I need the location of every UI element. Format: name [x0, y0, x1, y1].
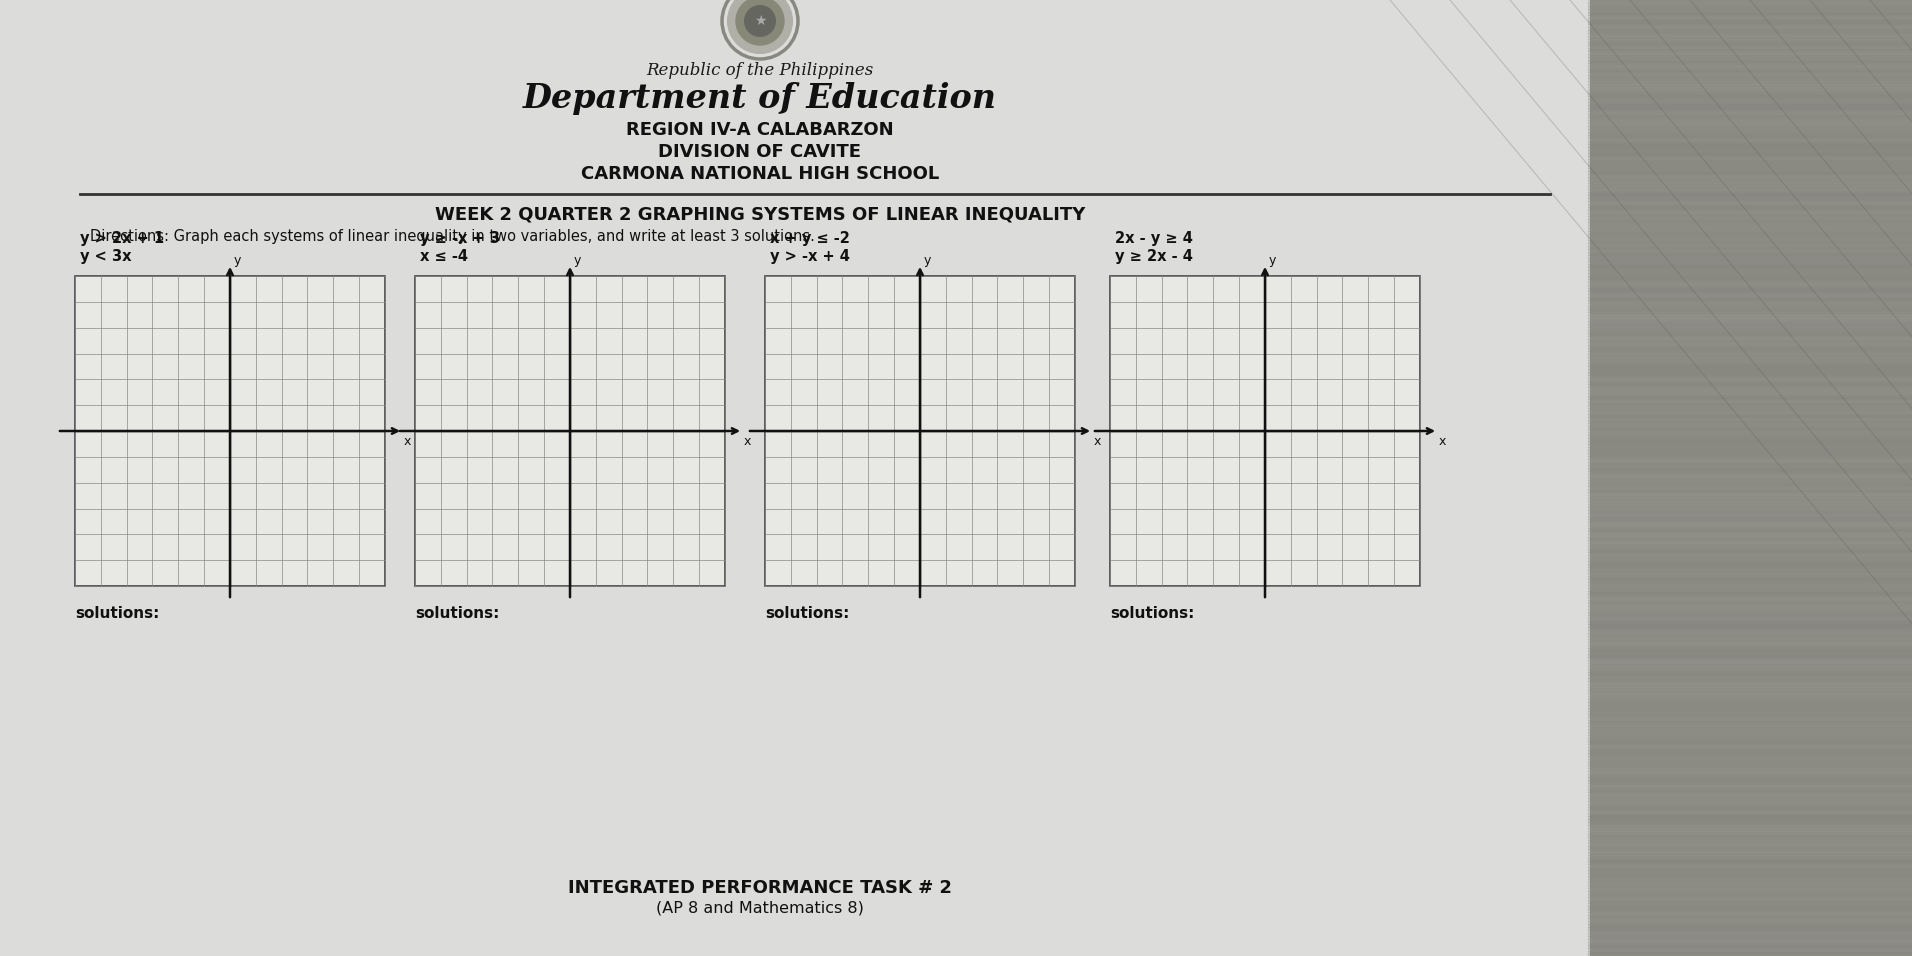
- Circle shape: [736, 0, 784, 45]
- Text: x: x: [1438, 434, 1445, 447]
- Text: Republic of the Philippines: Republic of the Philippines: [646, 61, 874, 78]
- Text: INTEGRATED PERFORMANCE TASK # 2: INTEGRATED PERFORMANCE TASK # 2: [568, 879, 952, 897]
- Text: 2x - y ≥ 4: 2x - y ≥ 4: [1115, 230, 1193, 246]
- Text: y: y: [923, 253, 931, 267]
- Bar: [765, 276, 1075, 586]
- Text: ★: ★: [753, 14, 767, 28]
- Bar: [415, 276, 725, 586]
- Text: y < 3x: y < 3x: [80, 249, 132, 264]
- Text: CARMONA NATIONAL HIGH SCHOOL: CARMONA NATIONAL HIGH SCHOOL: [581, 165, 939, 183]
- Text: solutions:: solutions:: [415, 606, 499, 621]
- Bar: [0, 0, 1591, 956]
- Bar: [1111, 276, 1421, 586]
- Text: x ≤ -4: x ≤ -4: [421, 249, 468, 264]
- Text: x: x: [403, 434, 411, 447]
- Text: solutions:: solutions:: [1111, 606, 1195, 621]
- Text: y: y: [233, 253, 241, 267]
- Text: x: x: [1094, 434, 1101, 447]
- Text: x: x: [744, 434, 751, 447]
- Text: WEEK 2 QUARTER 2 GRAPHING SYSTEMS OF LINEAR INEQUALITY: WEEK 2 QUARTER 2 GRAPHING SYSTEMS OF LIN…: [434, 205, 1086, 223]
- Text: (AP 8 and Mathematics 8): (AP 8 and Mathematics 8): [656, 901, 864, 916]
- Text: y ≥ -x + 3: y ≥ -x + 3: [421, 230, 499, 246]
- Text: solutions:: solutions:: [75, 606, 159, 621]
- Text: y: y: [574, 253, 581, 267]
- Text: REGION IV-A CALABARZON: REGION IV-A CALABARZON: [627, 121, 893, 139]
- Bar: [75, 276, 384, 586]
- Text: solutions:: solutions:: [765, 606, 849, 621]
- Bar: [1591, 0, 1912, 956]
- Text: Directions: Graph each systems of linear inequality in two variables, and write : Directions: Graph each systems of linear…: [90, 228, 815, 244]
- Circle shape: [728, 0, 792, 53]
- Circle shape: [744, 5, 776, 37]
- Text: Department of Education: Department of Education: [524, 81, 996, 115]
- Text: y > 2x + 1: y > 2x + 1: [80, 230, 164, 246]
- Text: y ≥ 2x - 4: y ≥ 2x - 4: [1115, 249, 1193, 264]
- Text: y > -x + 4: y > -x + 4: [771, 249, 849, 264]
- Text: x + y ≤ -2: x + y ≤ -2: [771, 230, 849, 246]
- Text: DIVISION OF CAVITE: DIVISION OF CAVITE: [658, 143, 862, 161]
- Text: y: y: [1268, 253, 1275, 267]
